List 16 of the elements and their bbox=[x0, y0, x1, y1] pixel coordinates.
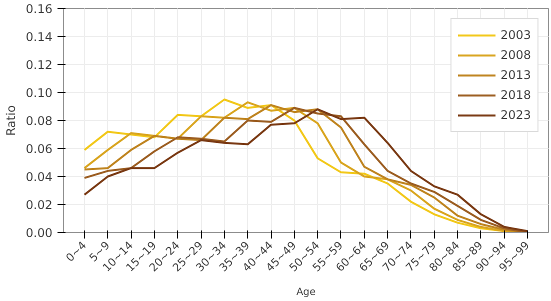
y-tick-label: 0.06 bbox=[26, 142, 52, 156]
y-tick-label: 0.00 bbox=[26, 226, 52, 240]
y-tick-label: 0.16 bbox=[26, 2, 52, 16]
legend-label: 2018 bbox=[500, 88, 531, 102]
legend-label: 2013 bbox=[500, 68, 531, 82]
y-tick-label: 0.04 bbox=[26, 170, 52, 184]
legend-label: 2008 bbox=[500, 48, 531, 62]
legend-label: 2003 bbox=[500, 28, 531, 42]
y-tick-label: 0.02 bbox=[26, 198, 52, 212]
y-tick-label: 0.12 bbox=[26, 58, 52, 72]
legend-label: 2023 bbox=[500, 108, 531, 122]
x-axis-title: Age bbox=[296, 287, 316, 298]
y-tick-label: 0.14 bbox=[26, 30, 52, 44]
y-axis-title: Ratio bbox=[4, 105, 18, 136]
y-tick-label: 0.08 bbox=[26, 114, 52, 128]
y-tick-label: 0.10 bbox=[26, 86, 52, 100]
